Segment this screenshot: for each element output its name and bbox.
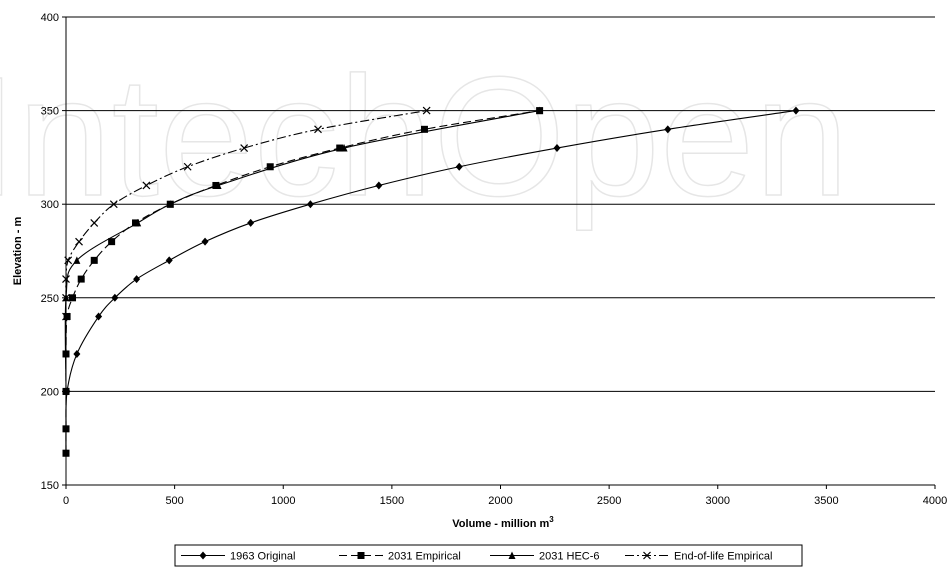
series-2-point-5 [166,200,174,208]
series-0-point-10 [306,200,314,209]
series-3-point-2 [62,275,70,284]
legend-label-0: 1963 Original [230,551,295,563]
legend-marker-2 [508,551,516,559]
series-1-point-11 [212,181,220,189]
series-1-point-9 [132,219,140,227]
series-3-point-0 [62,312,70,321]
series-0-point-3 [73,349,81,358]
y-tick-label-200: 200 [41,386,59,398]
series-0-point-14 [664,125,672,134]
series-2-point-6 [214,181,222,189]
series-0-point-5 [111,293,119,302]
series-0-point-6 [133,275,141,284]
series-3-point-8 [183,162,192,171]
series-1-point-12 [266,163,274,171]
series-0-point-9 [247,218,255,227]
legend-label-2: 2031 HEC-6 [539,551,600,563]
series-0-point-12 [455,162,463,171]
legend-marker-1 [357,552,365,559]
x-axis-title-exponent: 3 [549,515,554,524]
series-3-point-3 [64,256,73,265]
legend-label-3: End-of-life Empirical [674,551,772,563]
gridlines [66,16,935,392]
series-3-point-11 [422,106,431,115]
series-0-point-13 [553,144,561,153]
legend-marker-0 [199,551,207,560]
x-tick-label-3000: 3000 [706,495,730,507]
series-2-point-0 [62,449,70,457]
legend-box [174,544,803,567]
series-2-point-4 [134,218,142,227]
x-tick-label-2000: 2000 [488,495,512,507]
series-2-point-7 [340,144,348,152]
y-axis-title: Elevation - m [12,217,24,286]
legend: 1963 Original 2031 Empirical 2031 HEC-6 End… [174,544,803,567]
y-tick-label-250: 250 [41,293,59,305]
y-tick-label-350: 350 [41,106,59,118]
x-tick-label-2500: 2500 [597,495,621,507]
series-3-point-4 [75,237,83,246]
series-0-point-8 [201,237,209,246]
y-tick-label-150: 150 [41,480,59,492]
series-3-point-7 [142,181,151,190]
x-tick-label-1500: 1500 [380,495,404,507]
series-1-point-8 [108,238,116,246]
series-3-point-9 [240,144,249,152]
series-0-point-11 [375,181,383,190]
y-tick-label-400: 400 [41,12,59,24]
x-axis-title: Volume - million m3 [452,515,554,530]
series-1-point-5 [69,294,77,302]
series-1-point-14 [420,125,428,133]
legend-marker-3 [643,551,651,560]
series-0-point-7 [165,256,173,265]
y-tick-label-300: 300 [41,199,59,211]
series-line-2 [64,110,540,454]
series-3-point-5 [90,218,99,227]
series-2 [62,106,544,457]
series-2-point-3 [73,256,81,264]
legend-label-1: 2031 Empirical [388,551,461,563]
series-2-point-8 [536,106,544,115]
series-1-point-13 [336,144,344,152]
x-tick-label-1000: 1000 [271,495,295,507]
series-1-point-4 [63,313,71,321]
series-0-point-15 [792,106,800,115]
series-2-point-1 [62,387,70,395]
series-3-point-10 [314,125,322,134]
x-axis-title-main: Volume - million m [452,518,549,530]
x-tick-label-4000: 4000 [923,495,947,507]
series-1-point-6 [77,275,85,283]
x-tick-label-500: 500 [165,495,183,507]
series-3-point-6 [109,200,118,209]
series-3-point-1 [62,293,70,302]
series-1-point-7 [90,256,98,264]
x-tick-label-0: 0 [63,495,69,507]
watermark: IntechOpen [0,42,849,232]
series-3 [62,106,431,321]
x-tick-label-3500: 3500 [814,495,838,507]
series-0-point-4 [95,312,103,321]
series-layer [62,106,800,458]
